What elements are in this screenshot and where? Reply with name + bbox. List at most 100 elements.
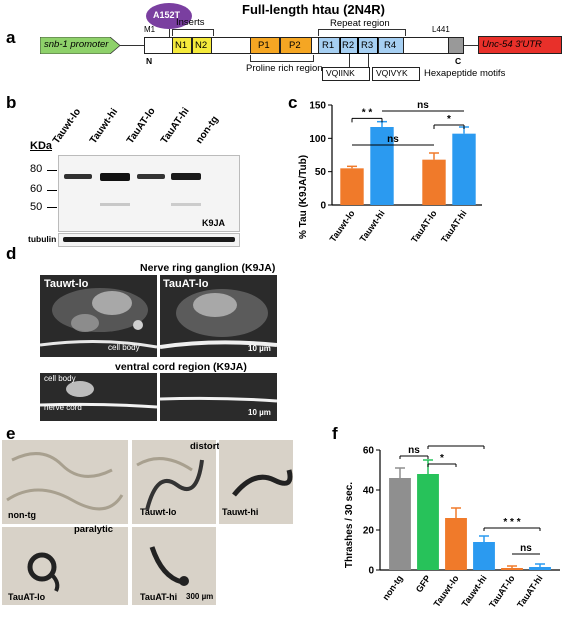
proline-p2	[280, 37, 312, 54]
marker-50-tick	[47, 207, 57, 208]
e-scale: 300 µm	[186, 592, 214, 601]
worm-tauat-hi	[132, 527, 216, 605]
mutation-badge	[146, 3, 192, 29]
y-tick-label: 40	[363, 486, 375, 497]
micrograph-ventral-right	[160, 373, 277, 421]
bar	[340, 168, 364, 205]
connector-line	[120, 45, 144, 46]
band-4	[171, 173, 201, 180]
repeat-r4	[378, 37, 404, 54]
inserts-bracket	[172, 29, 214, 36]
c-terminal-block	[448, 37, 464, 54]
bar	[501, 568, 523, 570]
bar	[529, 567, 551, 570]
d-right-label: TauAT-lo	[163, 278, 209, 290]
mutation-line	[169, 29, 170, 37]
d-cell-body2: cell body	[44, 374, 76, 383]
band-2	[100, 173, 130, 181]
y-tick-label: 0	[368, 566, 374, 577]
motif2-box	[372, 67, 420, 81]
worm-tauwt-hi	[219, 440, 293, 524]
x-tick-label: TauAT-hi	[515, 573, 545, 609]
insert-n2-label: N2	[195, 40, 208, 51]
repeat-bracket	[318, 29, 406, 36]
y-tick-label: 150	[309, 101, 326, 112]
repeat-r2-label: R2	[342, 40, 355, 51]
promoter-arrow	[39, 36, 121, 55]
proline-p2-label: P2	[289, 40, 301, 51]
significance-label: * * *	[503, 517, 520, 528]
m1-label: M1	[144, 25, 156, 34]
panel-a-title: Full-length htau (2N4R)	[242, 2, 385, 17]
y-tick-label: 60	[363, 446, 375, 457]
marker-80: 80	[30, 163, 43, 175]
significance-label: * *	[362, 107, 373, 118]
repeat-r1	[318, 37, 340, 54]
bar	[370, 127, 394, 205]
x-tick-label: TauAT-lo	[487, 573, 517, 610]
d-title-top: Nerve ring ganglion (K9JA)	[140, 262, 276, 274]
x-tick-label: TauAT-hi	[439, 208, 469, 244]
repeat-r4-label: R4	[384, 40, 397, 51]
lane-1: Tauwt-lo	[50, 106, 84, 146]
micrograph-nerve-ring-left	[40, 275, 157, 357]
marker-50: 50	[30, 201, 43, 213]
bar	[473, 542, 495, 570]
worm-tauwt-lo	[132, 440, 216, 524]
y-tick-label: 20	[363, 526, 375, 537]
worm-non-tg	[2, 440, 128, 524]
bar	[417, 474, 439, 570]
band-1	[64, 174, 92, 179]
chart-f-ylabel: Thrashes / 30 sec.	[344, 482, 355, 568]
x-tick-label: Tauwt-hi	[460, 573, 489, 608]
d-left-label: Tauwt-lo	[44, 278, 89, 290]
chart-c-ylabel: % Tau (K9JA/Tub)	[298, 155, 309, 239]
y-tick-label: 100	[309, 134, 326, 145]
x-tick-label: GFP	[414, 573, 433, 594]
proline-p1	[250, 37, 280, 54]
motif1-label: VQIINK	[326, 68, 355, 78]
insert-n2	[192, 37, 212, 54]
lane-3: TauAT-lo	[124, 105, 158, 146]
faint-band-2	[171, 203, 201, 206]
motif2-line	[368, 54, 369, 67]
lane-2: Tauwt-hi	[87, 106, 121, 146]
promoter-label: snb-1 promoter	[44, 39, 109, 50]
e-label-5: TauAT-hi	[140, 592, 178, 602]
utr-box	[478, 36, 562, 54]
x-tick-label: Tauwt-hi	[358, 208, 387, 243]
significance-label: *	[440, 453, 444, 464]
significance-label: ns	[417, 100, 429, 111]
tubulin-blot	[58, 233, 240, 247]
bar	[389, 478, 411, 570]
y-tick-label: 0	[320, 201, 326, 212]
tubulin-band	[63, 237, 235, 242]
significance-label: ns	[387, 134, 399, 145]
d-scale2: 10 µm	[248, 408, 271, 417]
panel-d-letter: d	[6, 244, 17, 263]
significance-label: ns	[408, 445, 420, 456]
marker-60: 60	[30, 183, 43, 195]
repeat-r3-label: R3	[361, 40, 374, 51]
panel-f-letter: f	[332, 424, 338, 443]
x-tick-label: non-tg	[380, 573, 404, 602]
motif1-box	[322, 67, 370, 81]
y-tick-label: 50	[315, 167, 327, 178]
repeat-r2	[340, 37, 358, 54]
proline-label: Proline rich region	[246, 63, 323, 74]
panel-b-letter: b	[6, 93, 17, 112]
repeat-r3	[358, 37, 378, 54]
lane-5: non-tg	[193, 114, 221, 146]
micrograph-nerve-ring-right	[160, 275, 277, 357]
antibody-label: K9JA	[202, 218, 226, 228]
proline-p1-label: P1	[258, 40, 270, 51]
panel-e-letter: e	[6, 424, 16, 443]
repeat-r1-label: R1	[322, 40, 335, 51]
proline-bracket	[250, 55, 314, 62]
faint-band-1	[100, 203, 130, 206]
d-scale1: 10 µm	[248, 344, 271, 353]
western-blot	[58, 155, 240, 232]
panel-a-letter: a	[6, 28, 16, 47]
lane-4: TauAT-hi	[158, 105, 192, 146]
insert-n1-label: N1	[175, 40, 188, 51]
